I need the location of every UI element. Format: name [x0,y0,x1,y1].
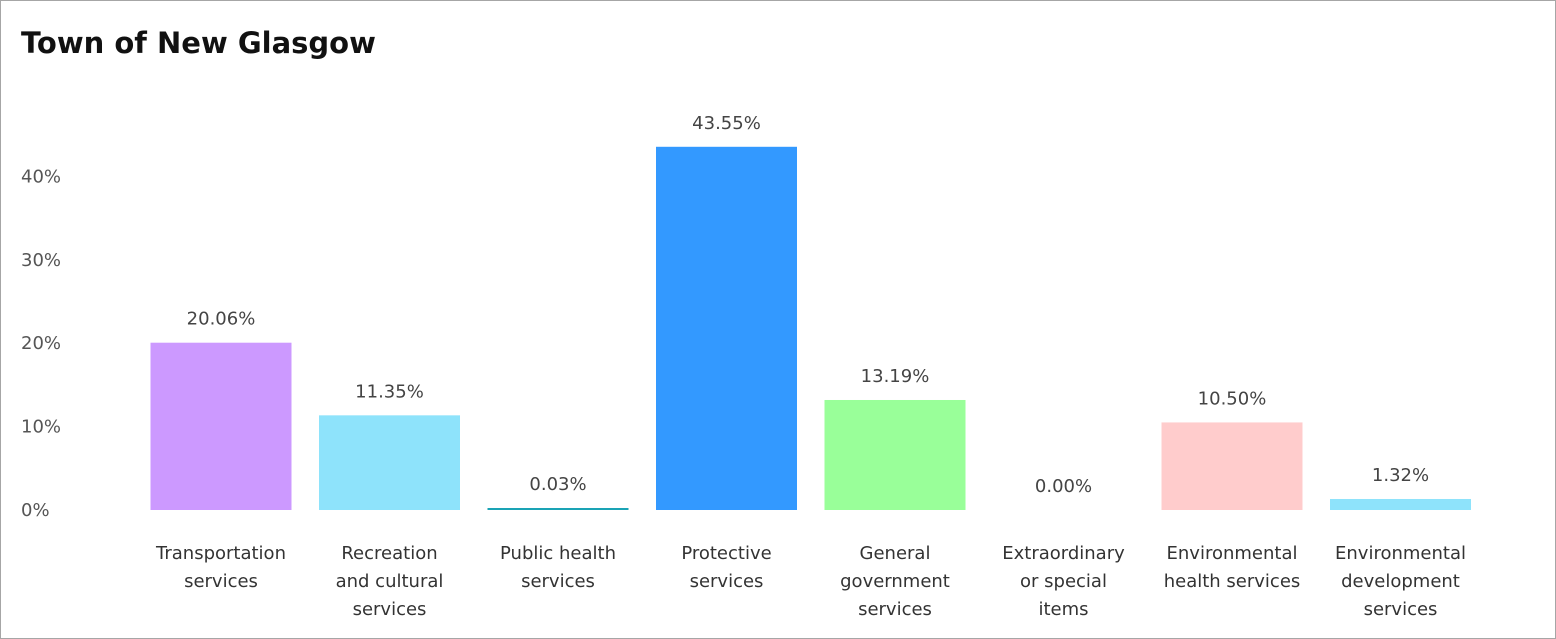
y-tick-label: 0% [21,500,50,521]
x-tick-label: Public health services [500,543,616,592]
bar [656,146,797,510]
data-label: 0.03% [529,474,586,495]
chart-title: Town of New Glasgow [21,26,376,60]
y-tick-label: 20% [21,333,61,354]
data-label: 13.19% [861,366,930,387]
x-tick-label: Transportation services [155,543,286,592]
bar [319,415,460,510]
bar [487,508,629,510]
bar [1330,498,1471,510]
data-label: 0.00% [1035,476,1092,497]
x-tick-label: Environmental health services [1164,543,1301,592]
y-tick-label: 10% [21,417,61,438]
x-tick-label: Protective services [681,543,771,592]
x-tick-label: Environmental development services [1335,543,1466,620]
y-tick-label: 30% [21,250,61,271]
y-tick-label: 40% [21,166,61,187]
x-tick-label: General government services [840,543,950,620]
x-tick-label: Extraordinary or special items [1002,543,1125,620]
bar [150,342,292,510]
data-label: 1.32% [1372,465,1429,486]
data-label: 10.50% [1198,388,1267,409]
data-label: 20.06% [187,309,256,330]
x-tick-label: Recreation and cultural services [336,543,444,620]
bar [824,399,966,510]
data-label: 11.35% [355,381,424,402]
data-label: 43.55% [692,113,761,134]
bar [1161,422,1303,510]
